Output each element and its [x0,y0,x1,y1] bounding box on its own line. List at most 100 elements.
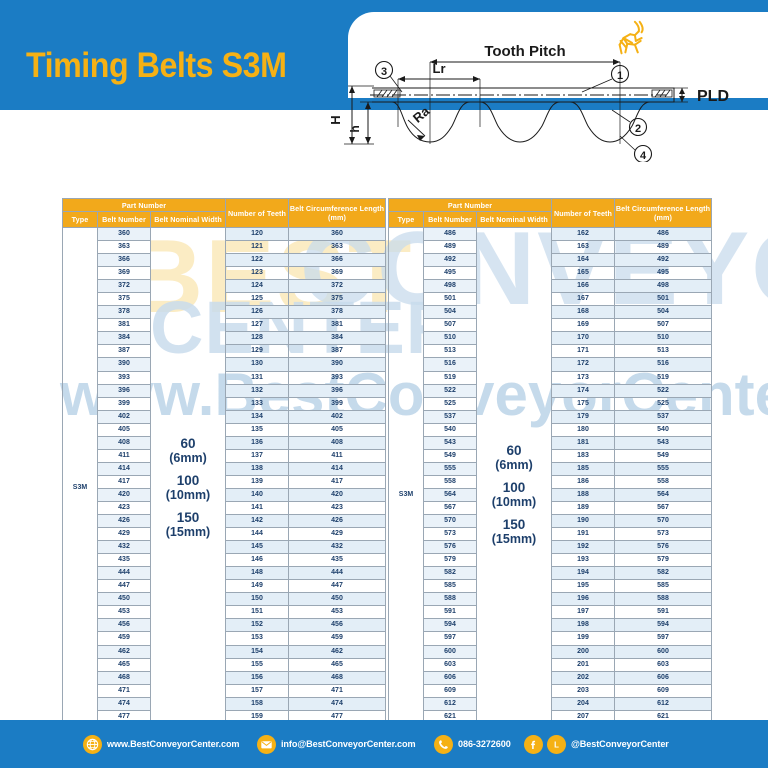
table-row: 462 154 462 [63,644,386,659]
label-h-lower: h [348,125,362,132]
cell-belt-number: 417 [97,474,151,489]
page-footer: www.BestConveyorCenter.com info@BestConv… [0,720,768,768]
cell-belt-number: 369 [97,266,151,281]
table-row: 489 163 489 [389,240,712,255]
cell-number-of-teeth: 181 [551,435,615,450]
table-row: 372 124 372 [63,279,386,294]
cell-belt-number: 498 [423,279,477,294]
cell-belt-circumference-length: 387 [288,344,386,359]
cell-belt-circumference-length: 609 [614,683,712,698]
cell-belt-circumference-length: 489 [614,240,712,255]
footer-website[interactable]: www.BestConveyorCenter.com [82,734,246,754]
cell-belt-circumference-length: 594 [614,618,712,633]
ibex-logo-icon [618,20,644,55]
cell-belt-circumference-length: 381 [288,318,386,333]
cell-belt-number: 360 [97,226,151,242]
cell-belt-number: 426 [97,514,151,529]
table-row: 504 168 504 [389,305,712,320]
cell-belt-number: 378 [97,305,151,320]
cell-belt-circumference-length: 510 [614,331,712,346]
cell-belt-number: 594 [423,618,477,633]
cell-belt-number: 462 [97,644,151,659]
cell-number-of-teeth: 196 [551,592,615,607]
table-row: 429 144 429 [63,527,386,542]
footer-email[interactable]: info@BestConveyorCenter.com [257,734,423,754]
table-row: 606 202 606 [389,670,712,685]
table-row: 558 186 558 [389,474,712,489]
cell-belt-number: 504 [423,305,477,320]
width-mm: (10mm) [165,488,211,503]
cell-number-of-teeth: 167 [551,292,615,307]
cell-belt-number: 606 [423,670,477,685]
width-value: 100 [502,479,526,495]
width-value: 150 [502,516,526,532]
cell-belt-number: 453 [97,605,151,620]
cell-belt-circumference-length: 540 [614,422,712,437]
cell-belt-number: 591 [423,605,477,620]
table-row: 564 188 564 [389,487,712,502]
cell-number-of-teeth: 168 [551,305,615,320]
cell-belt-circumference-length: 612 [614,696,712,711]
cell-number-of-teeth: 132 [225,383,289,398]
phone-icon [433,734,453,754]
logo-line-2: CONVEYOR [661,30,750,46]
cell-number-of-teeth: 201 [551,657,615,672]
cell-belt-circumference-length: 471 [288,683,386,698]
footer-phone[interactable]: 086-3272600 [433,734,513,754]
cell-number-of-teeth: 155 [225,657,289,672]
width-value: 100 [176,473,200,489]
cell-number-of-teeth: 171 [551,344,615,359]
table-row: 522 174 522 [389,383,712,398]
cell-number-of-teeth: 126 [225,305,289,320]
cell-belt-number: 582 [423,566,477,581]
cell-belt-circumference-length: 372 [288,279,386,294]
table-row: 516 172 516 [389,357,712,372]
cell-belt-number: 387 [97,344,151,359]
cell-number-of-teeth: 202 [551,670,615,685]
cell-belt-circumference-length: 417 [288,474,386,489]
cell-belt-number: 513 [423,344,477,359]
cell-number-of-teeth: 170 [551,331,615,346]
envelope-icon [257,734,277,754]
cell-belt-circumference-length: 576 [614,540,712,555]
cell-belt-circumference-length: 462 [288,644,386,659]
cell-number-of-teeth: 200 [551,644,615,659]
cell-belt-circumference-length: 507 [614,318,712,333]
cell-number-of-teeth: 183 [551,448,615,463]
cell-number-of-teeth: 149 [225,579,289,594]
cell-number-of-teeth: 169 [551,318,615,333]
table-row: 609 203 609 [389,683,712,698]
cell-number-of-teeth: 146 [225,553,289,568]
cell-belt-circumference-length: 465 [288,657,386,672]
cell-number-of-teeth: 166 [551,279,615,294]
label-pld: PLD [697,88,729,105]
table-row: 375 125 375 [63,292,386,307]
cell-belt-number: 612 [423,696,477,711]
cell-belt-number: 429 [97,527,151,542]
cell-belt-circumference-length: 555 [614,461,712,476]
cell-belt-number: 435 [97,553,151,568]
table-row: 414 138 414 [63,461,386,476]
col-number-of-teeth: Number of Teeth [225,198,289,228]
table-row: 570 190 570 [389,514,712,529]
table-row: 369 123 369 [63,266,386,281]
cell-belt-circumference-length: 459 [288,631,386,646]
cell-belt-circumference-length: 600 [614,644,712,659]
cell-belt-number: 471 [97,683,151,698]
label-lr: Lr [433,61,446,76]
group-header-part-number: Part Number [388,198,552,212]
cell-belt-number: 363 [97,240,151,255]
footer-social[interactable]: L @BestConveyorCenter [524,734,674,754]
cell-belt-circumference-length: 573 [614,527,712,542]
callout-4: 4 [640,150,647,162]
cell-belt-circumference-length: 558 [614,474,712,489]
footer-website-text: www.BestConveyorCenter.com [106,738,240,750]
table-row: 453 151 453 [63,605,386,620]
width-mm: (6mm) [169,451,207,466]
table-row: 603 201 603 [389,657,712,672]
cell-belt-number: 537 [423,409,477,424]
width-mm: (15mm) [491,531,537,546]
cell-belt-circumference-length: 366 [288,253,386,268]
cell-belt-circumference-length: 429 [288,527,386,542]
cell-belt-number: 564 [423,487,477,502]
